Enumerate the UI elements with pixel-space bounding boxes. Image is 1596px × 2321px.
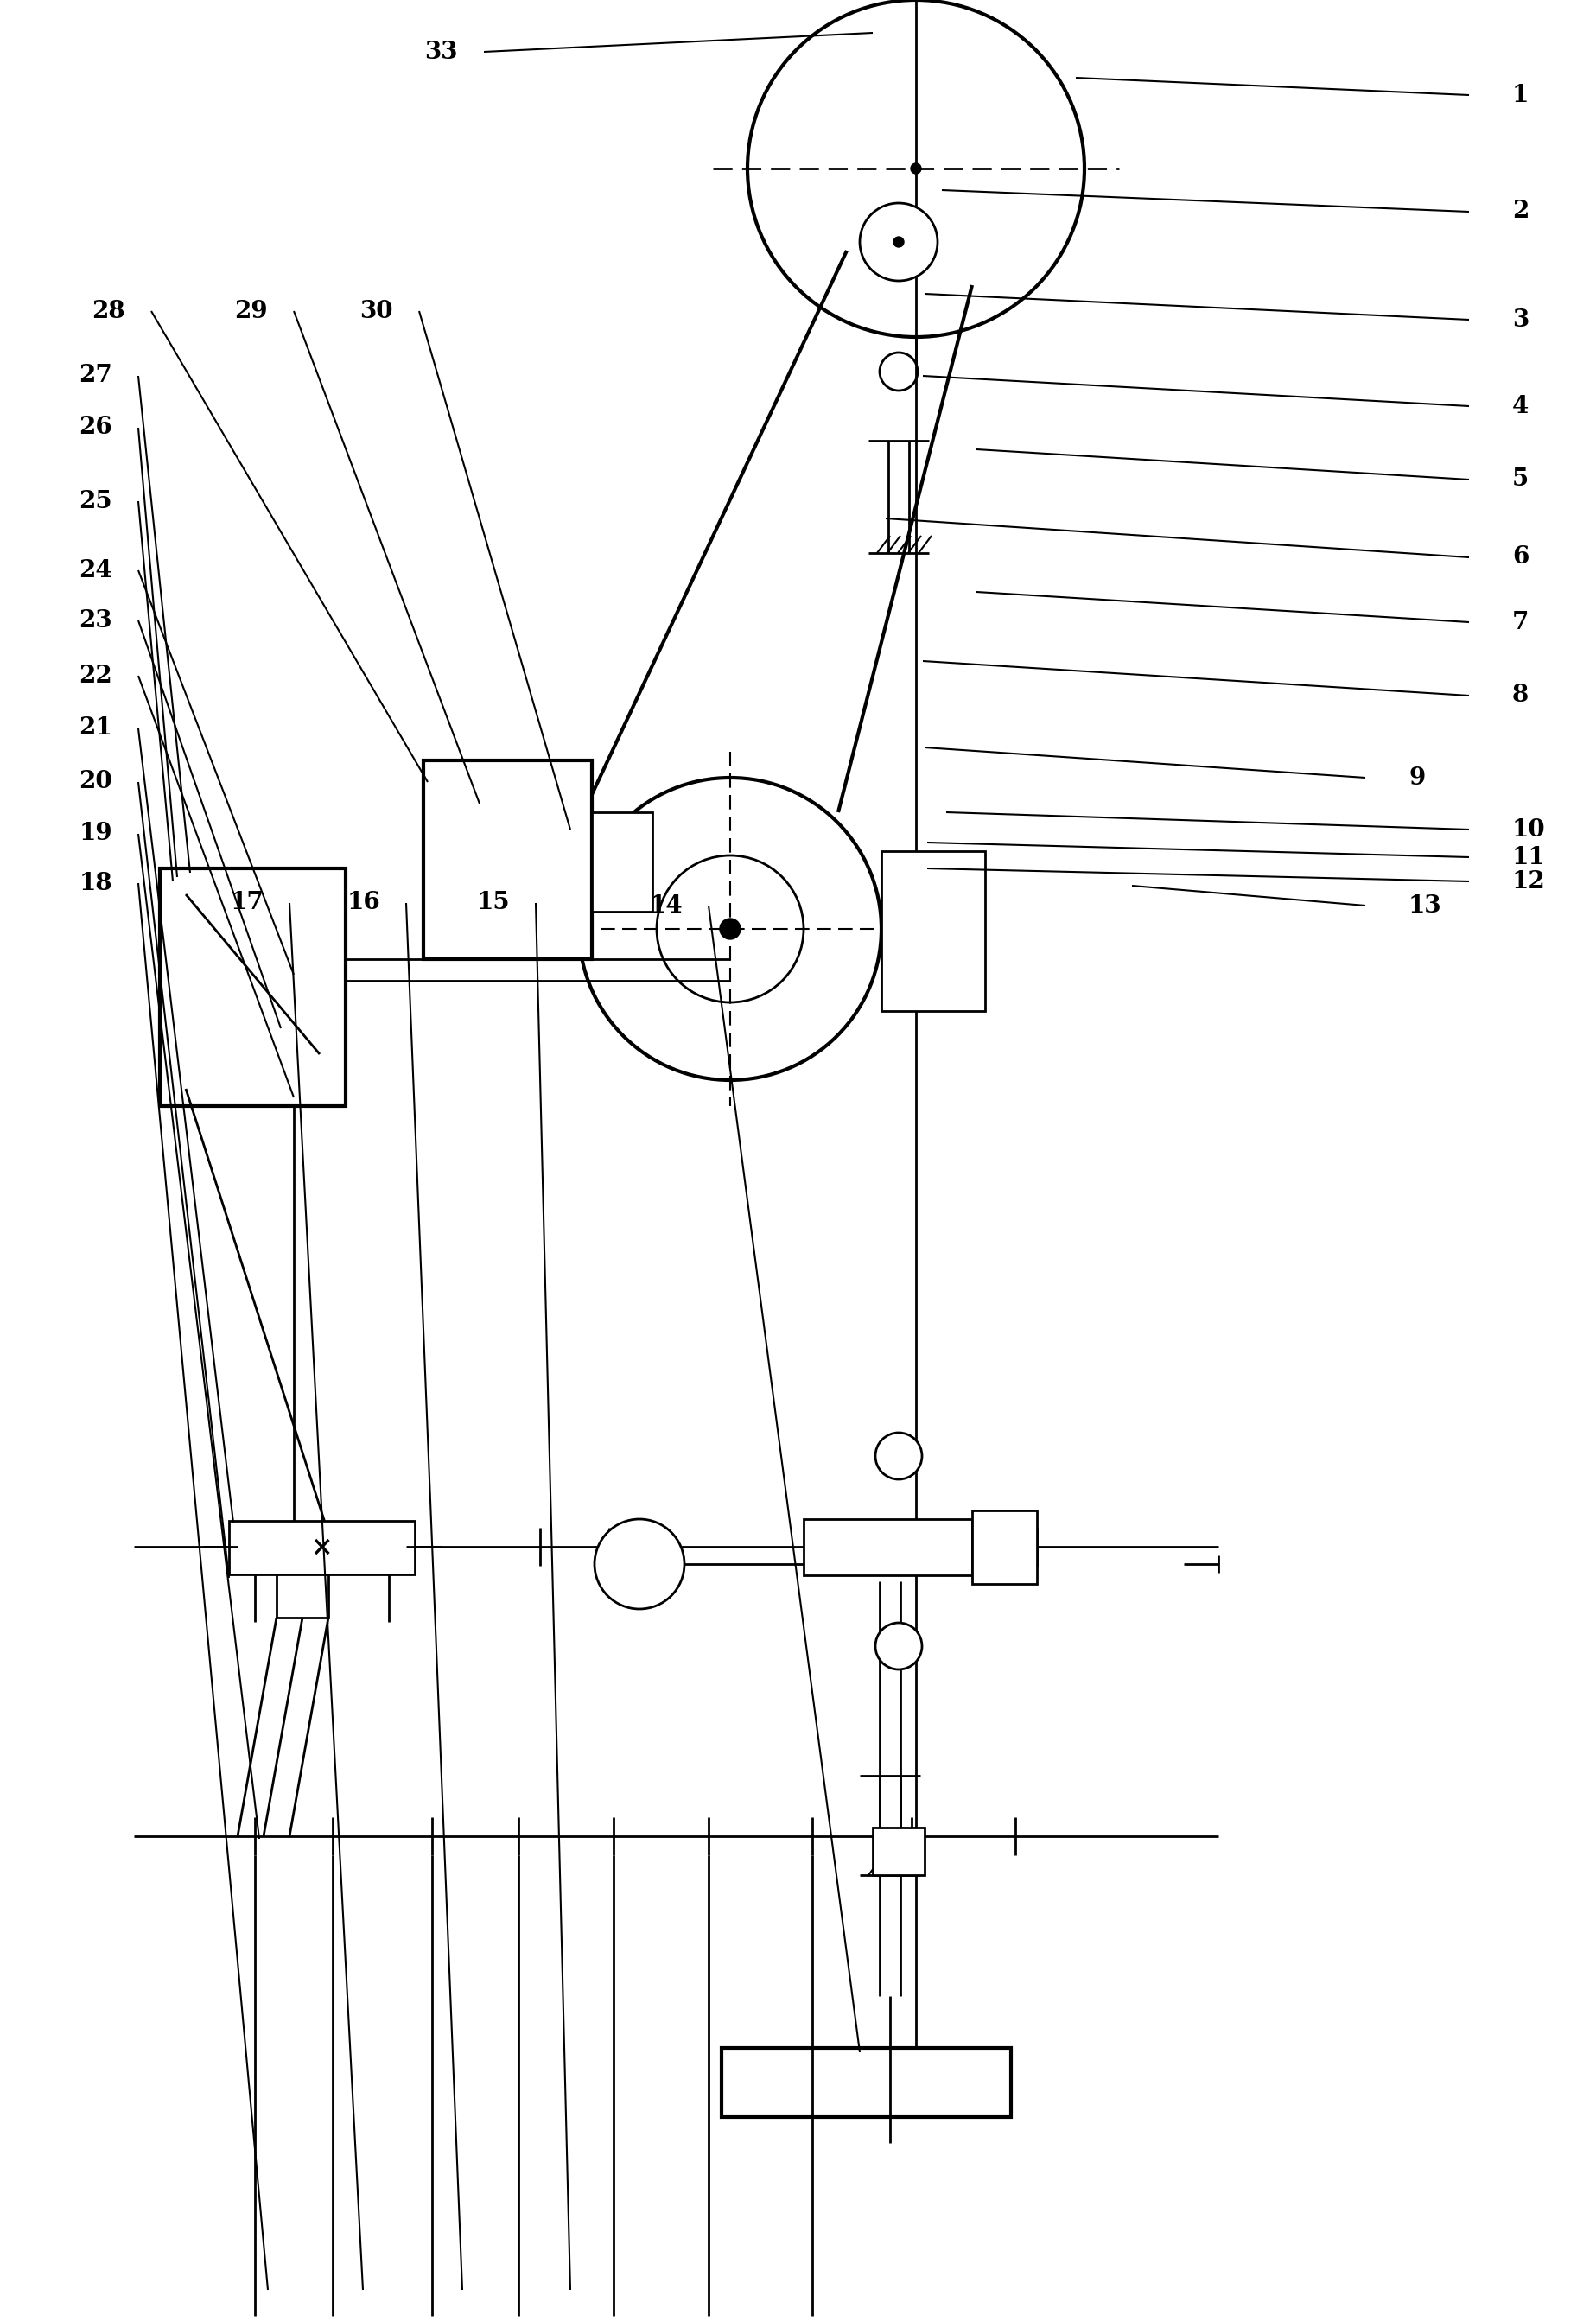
Text: 2: 2 xyxy=(1511,200,1529,223)
Bar xyxy=(804,1520,972,1576)
Text: 15: 15 xyxy=(477,891,509,914)
Bar xyxy=(873,1827,924,1875)
Text: 22: 22 xyxy=(78,664,112,687)
Circle shape xyxy=(720,919,741,940)
Circle shape xyxy=(656,856,804,1003)
Text: 29: 29 xyxy=(235,299,268,323)
Text: 16: 16 xyxy=(346,891,380,914)
Text: 1: 1 xyxy=(1511,84,1529,107)
Bar xyxy=(160,868,346,1107)
Text: 27: 27 xyxy=(78,364,112,388)
Text: 30: 30 xyxy=(361,299,393,323)
Text: 4: 4 xyxy=(1511,395,1529,418)
Bar xyxy=(228,1520,415,1574)
Circle shape xyxy=(594,1520,685,1608)
Bar xyxy=(972,1511,1037,1583)
Text: 20: 20 xyxy=(78,771,112,794)
Text: 6: 6 xyxy=(1511,545,1529,569)
Text: 14: 14 xyxy=(650,894,683,917)
Text: 19: 19 xyxy=(78,822,112,845)
Text: 11: 11 xyxy=(1511,845,1545,868)
Text: 13: 13 xyxy=(1409,894,1441,917)
Bar xyxy=(592,812,653,912)
Text: 24: 24 xyxy=(78,559,112,583)
Text: 18: 18 xyxy=(78,870,112,896)
Text: 17: 17 xyxy=(230,891,263,914)
Text: 7: 7 xyxy=(1511,610,1529,634)
Bar xyxy=(721,2047,1010,2117)
Circle shape xyxy=(860,202,937,281)
Text: 28: 28 xyxy=(93,299,126,323)
Text: 10: 10 xyxy=(1511,817,1545,840)
Text: 12: 12 xyxy=(1511,870,1545,894)
Circle shape xyxy=(875,1622,922,1669)
Bar xyxy=(423,761,592,959)
Bar xyxy=(881,852,985,1012)
Text: 26: 26 xyxy=(78,415,112,439)
Text: 9: 9 xyxy=(1409,766,1425,789)
Text: ×: × xyxy=(311,1534,332,1562)
Circle shape xyxy=(875,1432,922,1478)
Circle shape xyxy=(747,0,1084,337)
Circle shape xyxy=(894,237,903,246)
Circle shape xyxy=(911,162,921,174)
Text: 25: 25 xyxy=(78,490,112,513)
Text: 8: 8 xyxy=(1511,685,1529,708)
Text: 3: 3 xyxy=(1511,309,1529,332)
Text: 23: 23 xyxy=(78,608,112,631)
Circle shape xyxy=(879,353,918,390)
Text: 21: 21 xyxy=(78,717,112,740)
Text: 33: 33 xyxy=(425,39,458,63)
Text: 5: 5 xyxy=(1511,469,1529,492)
Circle shape xyxy=(579,778,881,1079)
Bar xyxy=(276,1574,329,1618)
